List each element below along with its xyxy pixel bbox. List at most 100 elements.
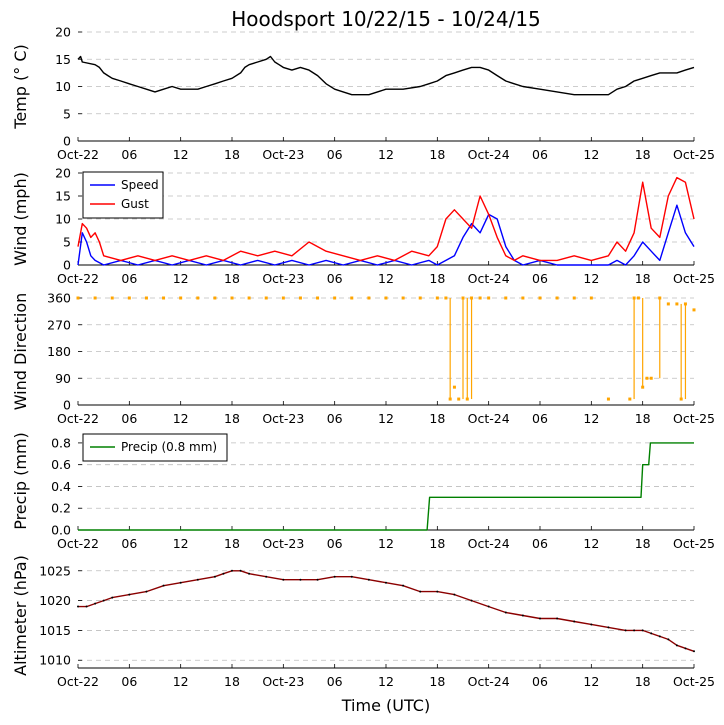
x-tick-label: Oct-23 — [262, 411, 304, 426]
x-tick-label: Oct-24 — [468, 674, 510, 689]
x-tick-label: 18 — [635, 674, 651, 689]
x-tick-label: 18 — [429, 536, 445, 551]
data-point — [248, 572, 251, 575]
y-tick-label: 0.2 — [51, 501, 71, 516]
data-point — [85, 605, 88, 608]
x-tick-label: 06 — [327, 147, 343, 162]
data-point — [385, 581, 387, 584]
data-point — [93, 296, 97, 300]
x-tick-label: Oct-25 — [673, 411, 715, 426]
data-point — [222, 572, 225, 575]
x-tick-label: Oct-24 — [468, 411, 510, 426]
x-tick-label: 12 — [173, 411, 189, 426]
data-point — [231, 569, 233, 572]
data-point — [504, 611, 507, 614]
y-tick-label: 90 — [55, 371, 71, 386]
data-point — [350, 575, 353, 578]
data-point — [478, 296, 482, 300]
x-tick-label: Oct-24 — [468, 536, 510, 551]
series-line-1 — [78, 442, 694, 531]
data-point — [658, 635, 661, 638]
y-axis-label: Wind Direction — [11, 293, 30, 411]
x-tick-label: 12 — [378, 147, 394, 162]
data-point — [452, 385, 456, 389]
data-point — [539, 617, 541, 620]
y-tick-label: 1025 — [39, 563, 71, 578]
data-point — [521, 296, 525, 300]
legend-box — [82, 433, 228, 462]
x-tick-label: 12 — [378, 536, 394, 551]
x-tick-label: Oct-22 — [57, 674, 99, 689]
data-point — [487, 605, 490, 608]
data-point — [538, 296, 542, 300]
data-point — [128, 593, 131, 596]
data-point — [282, 578, 285, 581]
chart-title: Hoodsport 10/22/15 - 10/24/15 — [231, 7, 541, 31]
x-tick-label: 12 — [378, 674, 394, 689]
y-tick-label: 10 — [55, 212, 71, 227]
x-tick-label: 18 — [429, 674, 445, 689]
data-point — [693, 650, 695, 653]
x-tick-label: 12 — [378, 271, 394, 286]
x-tick-label: Oct-25 — [673, 271, 715, 286]
data-point — [281, 296, 285, 300]
data-point — [444, 296, 448, 300]
x-tick-label: 18 — [429, 271, 445, 286]
data-point — [453, 593, 456, 596]
y-tick-label: 1010 — [39, 653, 71, 668]
legend: Speed Gust — [82, 171, 164, 219]
data-point — [247, 296, 251, 300]
y-tick-label: 5 — [63, 106, 71, 121]
data-point — [649, 376, 653, 380]
x-tick-label: 12 — [583, 674, 599, 689]
y-tick-label: 0.4 — [51, 479, 71, 494]
x-tick-label: 18 — [224, 147, 240, 162]
data-point — [213, 575, 216, 578]
data-point — [401, 296, 405, 300]
legend-box — [82, 171, 164, 219]
x-tick-label: Oct-22 — [57, 271, 99, 286]
x-tick-label: 18 — [429, 147, 445, 162]
data-point — [333, 575, 336, 578]
series-line-2 — [77, 176, 695, 262]
x-tick-label: 18 — [635, 411, 651, 426]
data-point — [607, 626, 610, 629]
x-tick-label: Oct-22 — [57, 147, 99, 162]
data-point — [179, 296, 183, 300]
y-tick-label: 1020 — [39, 593, 71, 608]
y-tick-label: 0.0 — [51, 523, 71, 538]
x-tick-label: 06 — [532, 147, 548, 162]
data-point — [162, 584, 165, 587]
data-point — [590, 623, 593, 626]
data-point — [675, 302, 679, 306]
data-point — [556, 617, 559, 620]
data-point — [572, 296, 576, 300]
x-tick-label: 12 — [583, 271, 599, 286]
y-tick-label: 1015 — [39, 623, 71, 638]
data-point — [102, 599, 105, 602]
x-tick-label: 06 — [121, 271, 137, 286]
data-point — [367, 296, 371, 300]
y-axis-label: Wind (mph) — [11, 172, 30, 266]
x-tick-label: 06 — [121, 536, 137, 551]
panel-1: 0 5 10 15 20 Oct-22 06 12 18 Oct-23 06 12 18 Oct-24 06… — [11, 25, 715, 163]
data-point — [436, 590, 439, 593]
data-point — [298, 296, 302, 300]
x-tick-label: Oct-23 — [262, 674, 304, 689]
data-point — [367, 578, 370, 581]
data-point — [127, 296, 131, 300]
x-tick-label: Oct-22 — [57, 411, 99, 426]
x-tick-label: 06 — [327, 271, 343, 286]
data-point — [419, 590, 422, 593]
data-point — [77, 605, 79, 608]
series-line-1 — [77, 55, 695, 96]
x-tick-label: 06 — [327, 674, 343, 689]
data-point — [111, 596, 114, 599]
data-point — [636, 296, 640, 300]
data-point — [418, 296, 422, 300]
data-point — [264, 296, 268, 300]
y-tick-label: 0 — [63, 134, 71, 149]
y-tick-label: 180 — [47, 344, 71, 359]
data-point — [316, 578, 319, 581]
data-point — [487, 296, 491, 300]
